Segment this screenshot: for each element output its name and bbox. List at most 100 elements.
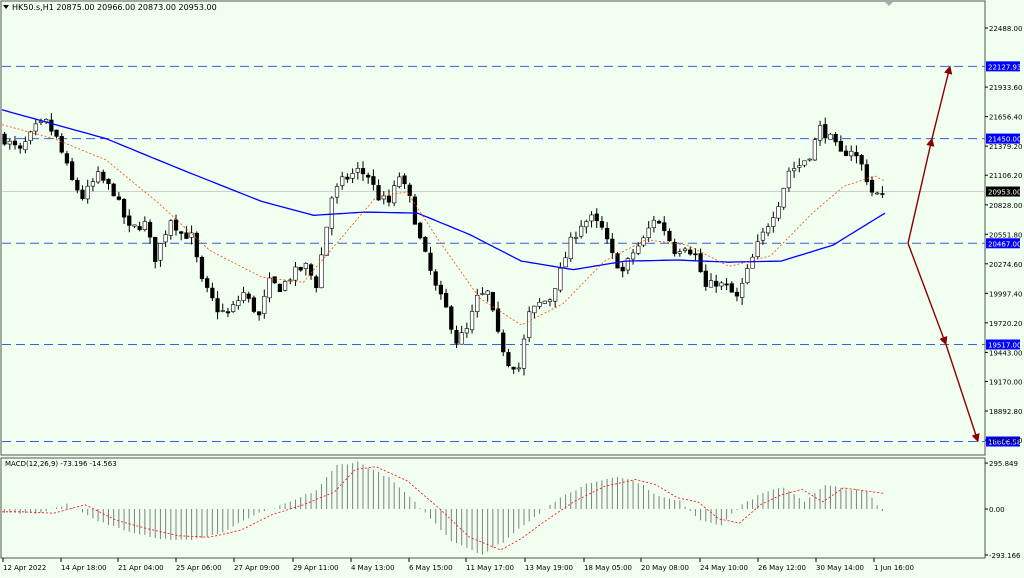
candle	[682, 246, 688, 253]
candle	[7, 138, 12, 150]
svg-text:20274.60: 20274.60	[989, 261, 1022, 269]
candle	[236, 295, 241, 310]
price-tick: 21656.40	[985, 114, 1022, 122]
candle	[262, 289, 267, 319]
candle	[459, 325, 464, 345]
candle	[662, 216, 667, 236]
candle	[501, 329, 506, 357]
svg-text:20467.00: 20467.00	[988, 240, 1021, 248]
symbol-menu-icon[interactable]	[3, 5, 9, 9]
candle	[70, 157, 75, 181]
svg-text:19517.00: 19517.00	[988, 342, 1021, 350]
chart-scroll-marker-icon[interactable]	[885, 2, 893, 6]
time-tick: 20 May 08:00	[640, 558, 689, 572]
candle	[869, 176, 875, 197]
candle	[719, 281, 724, 291]
price-tick: 19997.40	[985, 290, 1022, 298]
candle	[771, 211, 776, 233]
candle	[817, 120, 823, 146]
candle	[589, 211, 594, 228]
candle	[282, 279, 288, 292]
candle	[12, 135, 18, 150]
candle	[688, 246, 693, 256]
time-tick: 14 Apr 18:00	[60, 558, 107, 572]
svg-text:13 May 19:00: 13 May 19:00	[525, 564, 573, 572]
svg-text:21379.20: 21379.20	[989, 143, 1022, 151]
candle	[797, 158, 802, 173]
candle	[807, 158, 812, 162]
candle	[449, 305, 454, 334]
level-label-0: 22127.93	[986, 61, 1021, 72]
candle	[651, 215, 656, 233]
price-tick: 20551.80	[985, 231, 1022, 239]
candle	[163, 230, 168, 248]
candle	[553, 288, 558, 308]
level-label-3: 19517.00	[986, 339, 1021, 350]
candle	[511, 366, 516, 374]
candle	[828, 132, 833, 140]
svg-text:21656.40: 21656.40	[989, 114, 1022, 122]
candle	[568, 232, 573, 262]
candle	[106, 178, 111, 190]
candle	[205, 275, 210, 293]
moving-averages-layer	[1, 109, 886, 326]
candle	[220, 303, 225, 313]
candle	[438, 280, 444, 300]
candle	[199, 255, 205, 282]
candle	[80, 185, 85, 201]
time-tick: 12 Apr 2022	[2, 558, 46, 572]
candle	[812, 137, 817, 162]
candle	[766, 223, 771, 237]
candle	[755, 234, 760, 259]
svg-text:21933.60: 21933.60	[989, 84, 1022, 92]
candle	[480, 287, 485, 296]
candle	[620, 262, 625, 278]
time-tick: 1 Jun 16:00	[873, 558, 914, 572]
candle	[542, 300, 547, 305]
candle	[381, 191, 386, 205]
time-tick: 27 Apr 09:00	[233, 558, 280, 572]
candle	[573, 231, 579, 244]
candle	[308, 263, 314, 280]
candle	[740, 278, 745, 305]
svg-text:20953.00: 20953.00	[988, 189, 1021, 197]
candle	[864, 159, 869, 185]
projection-down-arrow-2	[945, 344, 980, 443]
candle	[547, 298, 553, 307]
candle	[485, 290, 490, 302]
ma-slow-line	[1, 109, 886, 271]
time-tick: 30 May 14:00	[815, 558, 864, 572]
time-tick: 25 Apr 06:00	[175, 558, 222, 572]
candle	[708, 273, 714, 288]
price-tick: 18892.80	[985, 408, 1022, 416]
price-tick: 20274.60	[985, 261, 1022, 269]
svg-text:19170.00: 19170.00	[989, 378, 1022, 386]
svg-text:19443.00: 19443.00	[989, 349, 1022, 357]
candle	[101, 169, 106, 184]
candle	[875, 191, 880, 195]
candle	[33, 119, 38, 136]
projection-up-arrow-2	[931, 65, 953, 139]
candle	[366, 172, 371, 184]
candle	[256, 311, 262, 321]
svg-text:20828.00: 20828.00	[989, 202, 1022, 210]
svg-text:1 Jun 16:00: 1 Jun 16:00	[874, 564, 914, 572]
candle	[646, 221, 651, 242]
candle	[168, 219, 173, 240]
candle	[641, 235, 646, 248]
candle	[64, 150, 70, 166]
candle	[23, 136, 28, 154]
candle	[423, 235, 428, 253]
candle	[345, 173, 350, 183]
candle	[231, 301, 236, 313]
candle	[412, 193, 418, 225]
macd-axis: 295.849 0.00 -293.166	[985, 460, 1021, 560]
candle	[630, 248, 636, 265]
candle	[340, 171, 345, 190]
candle	[54, 129, 59, 139]
price-axis: 22488.00 21933.60 21656.40 21379.20 21106.20…	[985, 25, 1022, 445]
price-tick: 19720.20	[985, 320, 1022, 328]
svg-text:0.00: 0.00	[989, 506, 1005, 514]
candle	[786, 167, 792, 192]
